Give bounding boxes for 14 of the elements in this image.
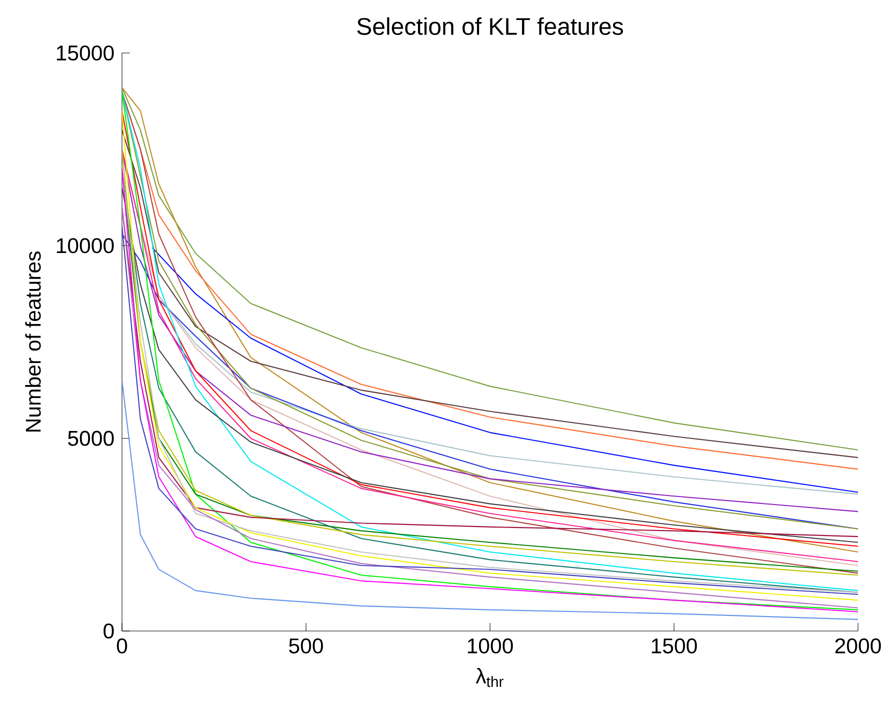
x-tick-label: 0 (116, 638, 128, 654)
y-tick-label: 0 (104, 623, 114, 639)
y-tick-label: 5000 (68, 430, 114, 446)
x-axis-title: λ$_{thr}$ (476, 668, 504, 688)
y-axis-title: Number of features (25, 252, 41, 432)
x-tick-label: 2000 (835, 638, 881, 654)
x-tick-label: 1500 (652, 638, 697, 654)
line-series (152, 247, 858, 493)
y-tick-label: 15000 (56, 45, 114, 61)
y-tick-label: 10000 (56, 238, 114, 254)
x-tick-label: 500 (289, 638, 323, 654)
chart-title: Selection of KLT features (357, 17, 623, 35)
x-tick-label: 1000 (468, 638, 513, 654)
line-series (122, 380, 858, 620)
